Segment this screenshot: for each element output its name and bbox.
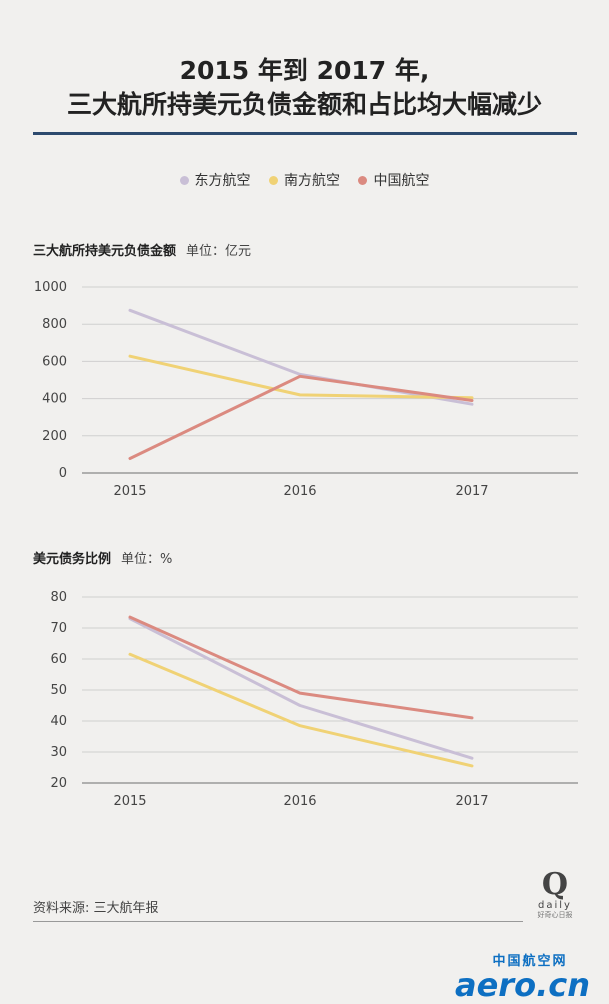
chart2-y-tick-label: 50 — [50, 683, 67, 698]
chart1-y-tick-label: 200 — [42, 429, 67, 444]
chart1-series-line-1 — [128, 354, 474, 400]
legend-swatch — [358, 176, 368, 185]
logo-q: Q — [541, 867, 569, 902]
chart1-unit: 单位：亿元 — [186, 244, 252, 259]
legend-swatch — [179, 176, 189, 185]
logo-cn: 好奇心日报 — [537, 911, 573, 919]
legend-swatch — [269, 176, 278, 185]
chart2-unit: 单位：% — [121, 552, 173, 567]
liability-ratio-chart: 20 30 40 50 60 70 80 2015 2016 2017 — [50, 590, 578, 809]
chart1-y-tick-label: 600 — [42, 354, 67, 369]
chart1-y-tick-label: 800 — [42, 317, 67, 332]
chart1-y-tick-label: 0 — [59, 466, 67, 481]
chart1-heading: 三大航所持美元负债金额 单位：亿元 — [33, 240, 251, 259]
chart-title-line1: 2015 年到 2017 年, — [179, 56, 430, 85]
chart2-x-tick-label: 2016 — [283, 794, 316, 809]
chart2-y-tick-label: 40 — [50, 714, 67, 729]
chart2-y-tick-label: 80 — [50, 590, 67, 605]
source-divider — [33, 921, 523, 922]
chart2-y-tick-label: 20 — [50, 776, 67, 791]
watermark-en: aero.cn — [455, 966, 590, 1004]
title-divider — [33, 132, 577, 135]
qdaily-logo: Q daily 好奇心日报 — [530, 870, 580, 920]
chart2-y-tick-label: 30 — [50, 745, 67, 760]
chart2-x-tick-label: 2017 — [455, 794, 488, 809]
chart1-series-line-0 — [128, 308, 474, 406]
chart2-heading-text: 美元债务比例 — [33, 552, 112, 567]
legend-label: 中国航空 — [373, 173, 430, 189]
chart-title-line2: 三大航所持美元负债金额和占比均大幅减少 — [66, 90, 542, 119]
chart2-series-line-1 — [128, 652, 474, 768]
liability-amount-chart: 0 200 400 600 800 1000 2015 2016 2017 — [34, 280, 578, 499]
legend-item-china-eastern: 东方航空 — [179, 170, 251, 190]
legend-label: 南方航空 — [284, 173, 340, 189]
legend-item-air-china: 中国航空 — [358, 170, 429, 190]
chart1-x-tick-label: 2015 — [113, 484, 146, 499]
chart2-series-line-0 — [128, 617, 474, 760]
chart1-heading-text: 三大航所持美元负债金额 — [33, 244, 177, 259]
chart1-series-line-2 — [128, 374, 474, 460]
logo-daily: daily — [538, 900, 572, 911]
chart2-heading: 美元债务比例 单位：% — [33, 548, 172, 567]
legend-label: 东方航空 — [194, 173, 251, 189]
legend: 东方航空 南方航空 中国航空 — [0, 170, 609, 190]
watermark-cn: 中国航空网 — [492, 954, 568, 969]
chart2-series-line-2 — [128, 615, 474, 720]
chart1-x-tick-label: 2016 — [283, 484, 316, 499]
chart1-x-tick-label: 2017 — [455, 484, 488, 499]
chart2-y-tick-label: 60 — [50, 652, 67, 667]
source-note: 资料来源: 三大航年报 — [33, 901, 159, 916]
legend-item-china-southern: 南方航空 — [269, 170, 340, 190]
chart2-y-tick-label: 70 — [50, 621, 67, 636]
chart1-y-tick-label: 400 — [42, 392, 67, 407]
aero-watermark: 中国航空网 aero.cn — [455, 950, 605, 1001]
chart1-y-tick-label: 1000 — [34, 280, 67, 295]
chart2-x-tick-label: 2015 — [113, 794, 146, 809]
